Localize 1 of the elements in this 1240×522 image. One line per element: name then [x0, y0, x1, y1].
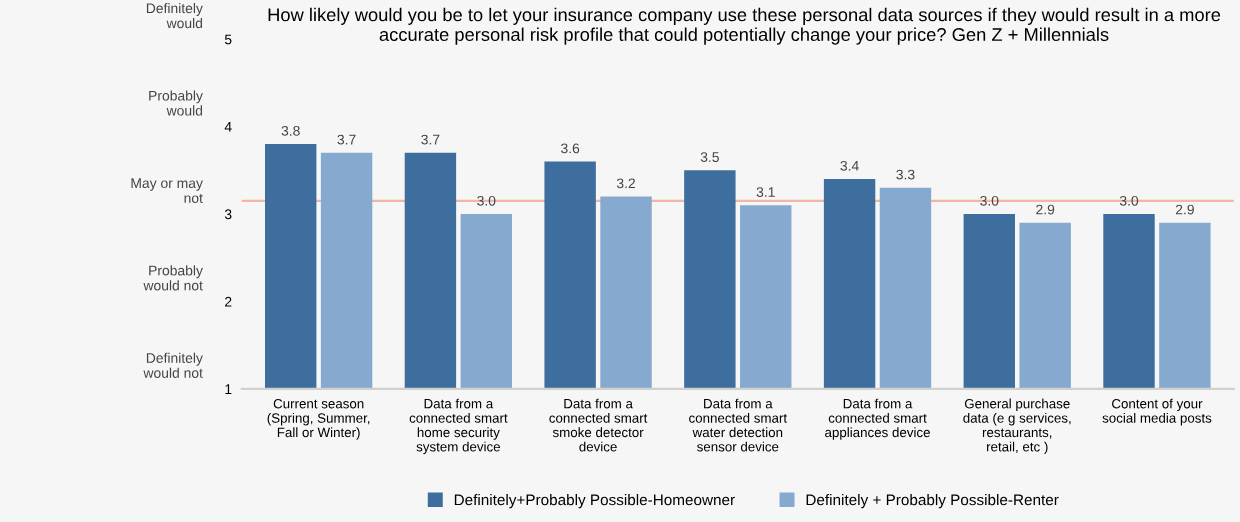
chart-title: How likely would you be to let your insurance company use these personal data sources if they would result in a more accurate personal risk profile that could potentially change your price? Gen Z + Millennials — [268, 7, 1221, 45]
